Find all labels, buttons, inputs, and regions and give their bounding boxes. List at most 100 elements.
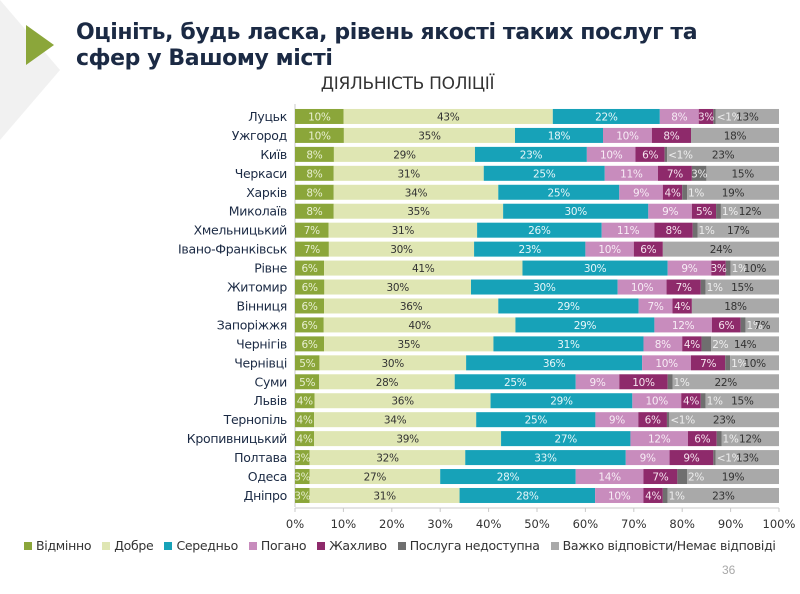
x-tick-label: 20% [379, 517, 405, 531]
data-label: 1% [699, 225, 715, 237]
data-label: 7% [304, 244, 320, 256]
bar-segment [295, 108, 344, 124]
data-label: 7% [304, 225, 320, 237]
data-label: 25% [504, 377, 527, 389]
legend-swatch [397, 541, 406, 550]
category-label: Івано-Франківськ [178, 242, 288, 257]
legend-label: Відмінно [36, 538, 92, 553]
data-label: 6% [301, 263, 317, 275]
bar-segment [745, 317, 779, 333]
bar-segment [603, 127, 652, 143]
data-label: 28% [516, 490, 539, 502]
data-label: 3% [710, 263, 726, 275]
data-label: 7% [667, 168, 683, 180]
data-label: 23% [520, 149, 543, 161]
data-label: 36% [400, 301, 423, 313]
bar-segment [585, 241, 634, 257]
data-label: 7% [648, 301, 664, 313]
bar-segment [643, 487, 663, 503]
data-label: 1% [707, 396, 723, 408]
bar-segment [295, 317, 324, 333]
data-label: 1% [669, 490, 685, 502]
bar-segment [730, 260, 779, 276]
data-label: 30% [533, 282, 556, 294]
data-label: 30% [564, 206, 587, 218]
bar-segment [682, 184, 688, 200]
data-label: 4% [297, 415, 313, 427]
bar-segment [333, 146, 475, 162]
bar-segment [633, 241, 663, 257]
category-label: Житомир [227, 280, 287, 295]
data-label: 31% [392, 225, 415, 237]
data-label: 27% [555, 434, 578, 446]
bar-segment [474, 241, 586, 257]
data-label: 27% [364, 472, 387, 484]
bar-segment [725, 260, 731, 276]
bar-segment [522, 260, 668, 276]
bar-segment [498, 184, 620, 200]
bar-segment [654, 317, 712, 333]
bar-segment [651, 127, 691, 143]
data-label: 2% [688, 472, 704, 484]
bar-segment [740, 317, 746, 333]
bar-segment [295, 336, 325, 352]
bar-segment [295, 241, 329, 257]
data-label: 15% [731, 282, 754, 294]
data-label: 3% [294, 472, 310, 484]
data-label: 10% [655, 358, 678, 370]
bar-segment [295, 412, 315, 428]
legend-item: Важко відповісти/Немає відповіді [550, 538, 776, 553]
bar-segment [319, 374, 455, 390]
bar-segment [666, 279, 701, 295]
bar-segment [515, 127, 603, 143]
data-label: 4% [683, 396, 699, 408]
legend-item: Погано [248, 538, 307, 553]
data-label: 25% [533, 168, 556, 180]
data-label: 10% [308, 111, 331, 123]
bar-segment [669, 450, 714, 466]
data-label: 10% [743, 358, 766, 370]
data-label: 43% [437, 111, 460, 123]
data-label: 17% [727, 225, 750, 237]
data-label: 6% [301, 339, 317, 351]
bar-segment [635, 146, 665, 162]
data-label: 13% [736, 453, 759, 465]
legend-item: Жахливо [317, 538, 387, 553]
data-label: 23% [713, 415, 736, 427]
bar-segment [691, 298, 779, 314]
bar-segment [716, 203, 721, 219]
category-label: Вінниця [237, 298, 287, 313]
data-label: 12% [672, 320, 695, 332]
bar-segment [619, 184, 663, 200]
bar-segment [662, 487, 668, 503]
data-label: 9% [609, 415, 625, 427]
bar-segment [706, 165, 779, 181]
bar-segment [682, 336, 702, 352]
bar-segment [721, 431, 779, 447]
bar-segment [295, 203, 334, 219]
data-label: 12% [739, 206, 762, 218]
data-label: 15% [731, 168, 754, 180]
data-label: 6% [718, 320, 734, 332]
bar-segment [654, 222, 693, 238]
data-label: 8% [306, 206, 322, 218]
data-label: 30% [584, 263, 607, 275]
chart-legend: Відмінно Добре Середньо Погано Жахливо Послуг… [24, 538, 787, 553]
legend-swatch [550, 541, 559, 550]
bar-segment [328, 222, 478, 238]
bar-segment [309, 487, 460, 503]
data-label: 9% [681, 263, 697, 275]
bar-segment [705, 279, 779, 295]
data-label: 29% [393, 149, 416, 161]
x-tick-label: 10% [331, 517, 357, 531]
bar-segment [471, 279, 618, 295]
category-label: Дніпро [244, 488, 287, 503]
category-label: Полтава [234, 450, 287, 465]
data-label: 8% [666, 225, 682, 237]
bar-segment [459, 487, 596, 503]
bar-segment [677, 469, 688, 485]
data-label: 23% [519, 244, 542, 256]
bar-segment [619, 374, 668, 390]
bar-segment [324, 298, 499, 314]
data-label: 30% [382, 358, 405, 370]
